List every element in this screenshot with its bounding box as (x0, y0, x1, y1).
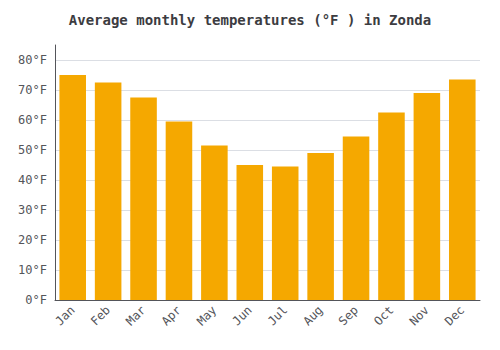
svg-text:0°F: 0°F (25, 293, 47, 307)
svg-text:Oct: Oct (371, 303, 396, 328)
svg-text:30°F: 30°F (18, 203, 47, 217)
svg-text:Nov: Nov (407, 303, 432, 328)
svg-text:80°F: 80°F (18, 53, 47, 67)
svg-text:60°F: 60°F (18, 113, 47, 127)
svg-text:Jan: Jan (52, 303, 77, 328)
svg-text:70°F: 70°F (18, 83, 47, 97)
svg-text:Apr: Apr (159, 303, 184, 328)
svg-text:Average monthly temperatures (: Average monthly temperatures (°F ) in Zo… (69, 12, 431, 28)
svg-text:Jun: Jun (230, 303, 255, 328)
svg-text:Dec: Dec (442, 303, 467, 328)
svg-text:Jul: Jul (265, 303, 290, 328)
svg-text:Aug: Aug (300, 303, 325, 328)
svg-text:20°F: 20°F (18, 233, 47, 247)
svg-text:Mar: Mar (123, 303, 148, 328)
svg-text:May: May (194, 303, 219, 328)
svg-text:Sep: Sep (336, 303, 361, 328)
svg-text:40°F: 40°F (18, 173, 47, 187)
svg-text:10°F: 10°F (18, 263, 47, 277)
svg-text:Feb: Feb (88, 303, 113, 328)
svg-text:50°F: 50°F (18, 143, 47, 157)
